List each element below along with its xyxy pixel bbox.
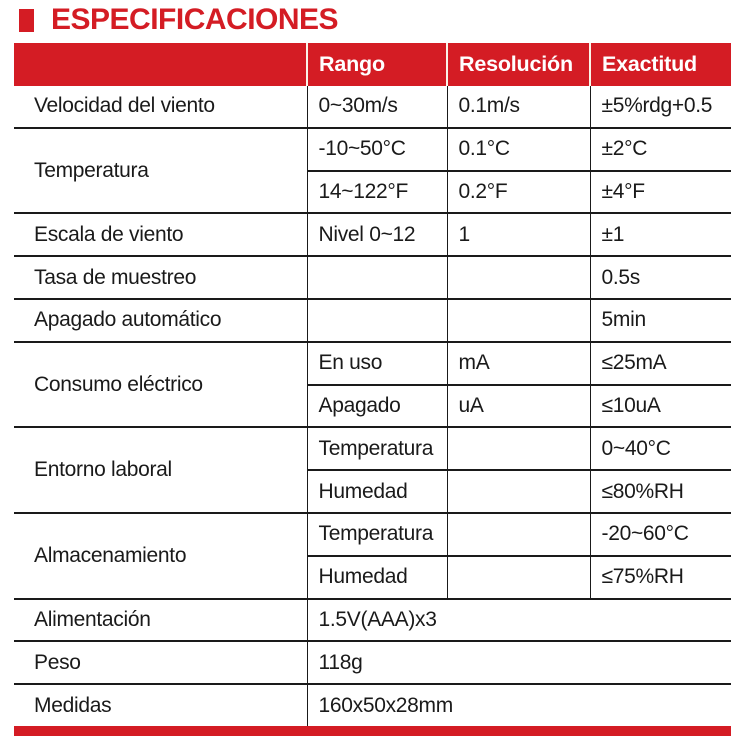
cell-rango <box>306 298 447 343</box>
cell-exactitud: ≤10uA <box>589 384 731 429</box>
cell-rango: Temperatura <box>306 512 447 557</box>
page-title: ESPECIFICACIONES <box>51 3 339 36</box>
cell-exactitud: ≤80%RH <box>589 470 731 514</box>
header-cell-rango: Rango <box>306 43 447 86</box>
row-label: Apagado automático <box>14 298 307 343</box>
row-label: Alimentación <box>14 598 307 643</box>
spec-sheet: ESPECIFICACIONES Rango Resolución Exacti… <box>14 5 731 736</box>
cell-rango: Humedad <box>306 555 447 600</box>
cell-resolucion <box>446 512 590 557</box>
cell-rango: Apagado <box>306 384 447 429</box>
row-label: Temperatura <box>14 127 307 215</box>
cell-resolucion: 0.2°F <box>446 170 590 215</box>
cell-resolucion <box>446 470 590 514</box>
cell-value: 1.5V(AAA)x3 <box>306 598 731 643</box>
cell-resolucion <box>446 555 590 600</box>
cell-rango: -10~50°C <box>306 127 447 172</box>
cell-rango: En uso <box>306 341 447 386</box>
table-row: Almacenamiento Temperatura -20~60°C <box>14 512 731 600</box>
title-row: ESPECIFICACIONES <box>14 5 731 35</box>
cell-exactitud: ≤25mA <box>589 341 731 386</box>
cell-resolucion: mA <box>446 341 590 386</box>
table-row: 14~122°F 0.2°F ±4°F <box>14 170 731 215</box>
cell-rango <box>306 256 447 300</box>
cell-exactitud: -20~60°C <box>589 512 731 557</box>
cell-exactitud: ±1 <box>589 213 731 258</box>
cell-exactitud: ±4°F <box>589 170 731 215</box>
table-row: Tasa de muestreo 0.5s <box>14 256 731 300</box>
bottom-accent-bar <box>14 725 731 736</box>
cell-value: 118g <box>306 641 731 686</box>
cell-rango: Humedad <box>306 470 447 514</box>
title-bullet-square <box>19 8 34 32</box>
table-row: Consumo eléctrico En uso mA ≤25mA <box>14 341 731 429</box>
table-header: Rango Resolución Exactitud <box>14 43 731 86</box>
cell-resolucion <box>446 298 590 343</box>
header-cell-resolucion: Resolución <box>446 43 590 86</box>
table-row: Humedad ≤80%RH <box>14 470 731 514</box>
row-label: Entorno laboral <box>14 427 307 514</box>
header-row: Rango Resolución Exactitud <box>14 43 731 86</box>
row-label: Velocidad del viento <box>14 86 307 129</box>
table-row: Alimentación 1.5V(AAA)x3 <box>14 598 731 643</box>
cell-resolucion <box>446 427 590 472</box>
cell-exactitud: ≤75%RH <box>589 555 731 600</box>
row-label: Almacenamiento <box>14 512 307 600</box>
header-cell-exactitud: Exactitud <box>589 43 731 86</box>
cell-resolucion: 1 <box>446 213 590 258</box>
table-row: Peso 118g <box>14 641 731 686</box>
cell-value: 160x50x28mm <box>306 684 731 726</box>
cell-exactitud: 0~40°C <box>589 427 731 472</box>
cell-rango: 0~30m/s <box>306 86 447 129</box>
header-cell-empty <box>14 43 307 86</box>
row-label: Peso <box>14 641 307 686</box>
cell-resolucion: 0.1°C <box>446 127 590 172</box>
cell-exactitud: 5min <box>589 298 731 343</box>
table-row: Apagado automático 5min <box>14 298 731 343</box>
row-label: Consumo eléctrico <box>14 341 307 429</box>
specifications-table: Rango Resolución Exactitud Velocidad del… <box>14 43 731 726</box>
table-row: Humedad ≤75%RH <box>14 555 731 600</box>
cell-exactitud: ±2°C <box>589 127 731 172</box>
table-row: Apagado uA ≤10uA <box>14 384 731 429</box>
cell-rango: Nivel 0~12 <box>306 213 447 258</box>
table-row: Medidas 160x50x28mm <box>14 684 731 726</box>
cell-resolucion: uA <box>446 384 590 429</box>
row-label: Escala de viento <box>14 213 307 258</box>
table-row: Temperatura -10~50°C 0.1°C ±2°C <box>14 127 731 215</box>
row-label: Medidas <box>34 693 112 717</box>
table-row: Entorno laboral Temperatura 0~40°C <box>14 427 731 514</box>
cell-resolucion: 0.1m/s <box>446 86 590 129</box>
cell-exactitud: 0.5s <box>589 256 731 300</box>
cell-resolucion <box>446 256 590 300</box>
table-row: Velocidad del viento 0~30m/s 0.1m/s ±5%r… <box>14 86 731 129</box>
row-label: Tasa de muestreo <box>14 256 307 300</box>
cell-rango: 14~122°F <box>306 170 447 215</box>
table-row: Escala de viento Nivel 0~12 1 ±1 <box>14 213 731 258</box>
cell-exactitud: ±5%rdg+0.5 <box>589 86 731 129</box>
cell-rango: Temperatura <box>306 427 447 472</box>
